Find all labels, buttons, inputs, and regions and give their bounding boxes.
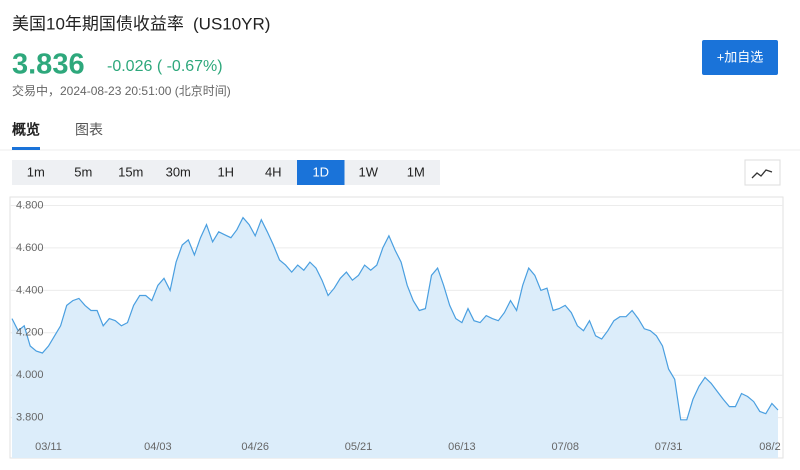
- x-tick-label: 07/31: [655, 441, 683, 453]
- interval-active[interactable]: [297, 160, 345, 185]
- y-tick-label: 4.400: [16, 284, 44, 296]
- watch-button-label[interactable]: +加自选: [717, 49, 764, 64]
- title: 美国10年期国债收益率: [12, 14, 184, 33]
- interval-button[interactable]: 1D: [312, 164, 329, 179]
- x-tick-label: 07/08: [551, 441, 579, 453]
- interval-bar: [12, 160, 440, 185]
- line: [11, 216, 779, 421]
- x-tick-label: 08/2: [759, 441, 780, 453]
- interval-button[interactable]: 1M: [407, 164, 425, 179]
- interval-button[interactable]: 4H: [265, 164, 282, 179]
- price: 3.836: [12, 49, 85, 81]
- y-tick-label: 3.800: [16, 412, 44, 424]
- symbol: (US10YR): [193, 14, 270, 33]
- x-tick-label: 06/13: [448, 441, 476, 453]
- area: [12, 217, 778, 458]
- x-tick-label: 04/03: [144, 441, 172, 453]
- y-tick-label: 4.600: [16, 242, 44, 254]
- interval-button[interactable]: 1W: [359, 164, 379, 179]
- y-tick-label: 4.200: [16, 327, 44, 339]
- status: 交易中，2024-08-23 20:51:00 (北京时间): [12, 83, 231, 98]
- x-tick-label: 05/21: [345, 441, 373, 453]
- interval-button[interactable]: 15m: [118, 164, 143, 179]
- interval-button[interactable]: 1H: [217, 164, 234, 179]
- tab-underline: [12, 147, 40, 150]
- chart-type-icon: [751, 169, 773, 179]
- interval-button[interactable]: 1m: [27, 164, 45, 179]
- x-tick-label: 04/26: [241, 441, 269, 453]
- y-tick-label: 4.000: [16, 369, 44, 381]
- interval-button[interactable]: 5m: [74, 164, 92, 179]
- chart-type-button[interactable]: [744, 159, 781, 186]
- interval-button[interactable]: 30m: [166, 164, 191, 179]
- tab[interactable]: 图表: [75, 122, 103, 138]
- change: -0.026 ( -0.67%): [107, 58, 223, 75]
- y-tick-label: 4.800: [16, 199, 44, 211]
- watch-button[interactable]: [702, 40, 778, 75]
- x-tick-label: 03/11: [35, 441, 62, 453]
- tab[interactable]: 概览: [12, 122, 40, 138]
